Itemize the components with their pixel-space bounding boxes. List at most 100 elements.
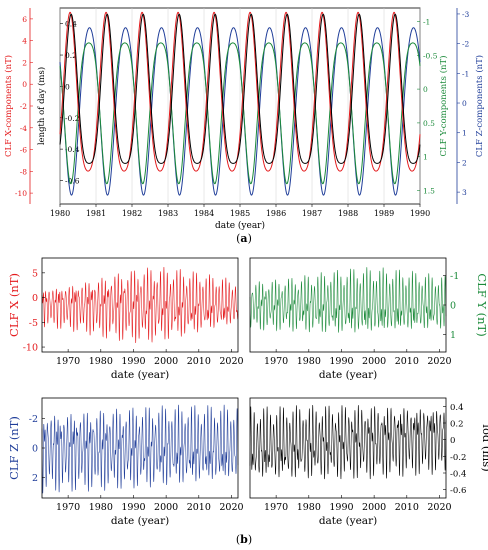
y-tick-label: 0.2 bbox=[450, 420, 464, 430]
plot-frame bbox=[249, 397, 447, 499]
panel-b-z: 1970 1980 1990 2000 2010 2020 date (year) -2 0 2C… bbox=[7, 397, 244, 527]
y-tick-label-z: -3 bbox=[462, 10, 470, 19]
y-tick-label-x: -6 bbox=[20, 146, 28, 155]
y-axis-label: CLF Y (nT) bbox=[475, 273, 488, 336]
y-tick-label: 0 bbox=[450, 436, 455, 446]
series-line-y bbox=[249, 267, 447, 333]
x-tick-label: 1984 bbox=[194, 209, 214, 218]
x-tick-label: 1980 bbox=[297, 502, 321, 513]
x-tick-label: 2020 bbox=[427, 356, 451, 367]
y-tick-label-z: 1 bbox=[462, 129, 467, 138]
y-tick-label: 5 bbox=[32, 268, 38, 279]
y-tick-label-lod: -0.4 bbox=[65, 145, 80, 154]
y-axis-label-z: CLF Z-components (nT) bbox=[474, 55, 485, 157]
x-tick-label: 1981 bbox=[86, 209, 106, 218]
series-line-lod bbox=[249, 404, 447, 480]
x-tick-label: 1985 bbox=[230, 209, 250, 218]
y-axis-label: CLF X (nT) bbox=[7, 273, 21, 337]
x-tick-label: 2010 bbox=[187, 502, 211, 513]
series-line-x bbox=[41, 267, 239, 343]
y-tick-label: -1 bbox=[450, 271, 459, 282]
y-axis-label: CLF Z (nT) bbox=[7, 416, 21, 480]
x-tick-label: 2010 bbox=[395, 356, 419, 367]
x-tick-label: 1980 bbox=[89, 502, 113, 513]
x-tick-label: 2010 bbox=[187, 356, 211, 367]
x-tick-label: 2000 bbox=[154, 356, 178, 367]
series-line-z bbox=[41, 404, 239, 494]
x-axis-label: date (year) bbox=[215, 220, 265, 231]
y-tick-label-z: 3 bbox=[462, 188, 467, 197]
y-tick-label-y: 0 bbox=[423, 85, 428, 94]
x-tick-label: 1983 bbox=[158, 209, 178, 218]
y-tick-label-y: 1 bbox=[423, 153, 428, 162]
x-tick-label: 1970 bbox=[264, 502, 288, 513]
series-line-y bbox=[59, 42, 421, 185]
y-tick-label: 2 bbox=[32, 473, 38, 484]
x-tick-label: 1990 bbox=[329, 356, 353, 367]
y-tick-label-z: 0 bbox=[462, 99, 467, 108]
x-tick-label: 1982 bbox=[122, 209, 142, 218]
y-axis-label-lod: length of day (ms) bbox=[36, 67, 47, 145]
x-tick-label: 1990 bbox=[329, 502, 353, 513]
x-tick-label: 1990 bbox=[410, 209, 430, 218]
y-tick-label: 0 bbox=[32, 293, 38, 304]
x-tick-label: 1970 bbox=[264, 356, 288, 367]
x-axis-label: date (year) bbox=[111, 515, 169, 527]
caption-b: (b) bbox=[235, 533, 253, 546]
x-tick-label: 1970 bbox=[56, 502, 80, 513]
x-tick-label: 2020 bbox=[427, 502, 451, 513]
x-tick-label: 1990 bbox=[121, 502, 145, 513]
x-tick-label: 1988 bbox=[338, 209, 358, 218]
x-axis-label: date (year) bbox=[319, 515, 377, 527]
y-tick-label-z: 2 bbox=[462, 158, 467, 167]
y-tick-label: -10 bbox=[23, 343, 38, 354]
y-tick-label-lod: -0.2 bbox=[65, 114, 80, 123]
y-tick-label-x: -8 bbox=[20, 167, 28, 176]
plot-frame bbox=[41, 257, 239, 353]
y-axis-label-y: CLF Y-components (nT) bbox=[438, 55, 449, 156]
x-tick-label: 1980 bbox=[297, 356, 321, 367]
y-tick-label-x: 0 bbox=[22, 80, 27, 89]
x-tick-label: 1986 bbox=[266, 209, 286, 218]
y-tick-label-z: -2 bbox=[462, 40, 470, 49]
y-tick-label: -0.2 bbox=[450, 453, 466, 463]
y-tick-label-lod: 0.2 bbox=[65, 51, 77, 60]
panel-b-x: 1970 1980 1990 2000 2010 2020 date (year) 5 0 -5 -… bbox=[7, 257, 244, 381]
y-tick-label: -0.4 bbox=[450, 470, 466, 480]
x-tick-label: 2020 bbox=[219, 502, 243, 513]
y-tick-label-y: 1.5 bbox=[423, 186, 435, 195]
x-axis-label: date (year) bbox=[111, 369, 169, 381]
series-line-lod bbox=[59, 13, 421, 164]
panel-b-y: 1970 1980 1990 2000 2010 2020 date (year) -1 0 1 C… bbox=[249, 257, 488, 381]
x-tick-label: 2010 bbox=[395, 502, 419, 513]
x-tick-label: 1970 bbox=[56, 356, 80, 367]
y-tick-label-x: 6 bbox=[22, 15, 27, 24]
series-line-x bbox=[59, 11, 421, 172]
caption-a: (a) bbox=[236, 232, 252, 245]
y-tick-label: 0 bbox=[32, 444, 38, 455]
x-tick-label: 1987 bbox=[302, 209, 322, 218]
y-axis-label: lod (ms) bbox=[480, 424, 488, 471]
y-tick-label: 1 bbox=[450, 330, 456, 341]
panel-a: 1980 1981 1982 1983 1984 1985 1986 1987 1988 1989… bbox=[3, 7, 485, 231]
y-axis-label-x: CLF X-components (nT) bbox=[3, 55, 14, 157]
x-tick-label: 2020 bbox=[219, 356, 243, 367]
y-tick-label-z: -1 bbox=[462, 69, 469, 78]
x-tick-label: 1989 bbox=[374, 209, 394, 218]
y-tick-label-x: 4 bbox=[22, 37, 27, 46]
y-tick-label-x: -4 bbox=[20, 124, 28, 133]
x-tick-label: 1980 bbox=[89, 356, 113, 367]
x-tick-label: 2000 bbox=[154, 502, 178, 513]
x-tick-label: 2000 bbox=[362, 502, 386, 513]
x-tick-label: 1990 bbox=[121, 356, 145, 367]
y-tick-label-y: -0.5 bbox=[423, 51, 438, 60]
y-tick-label: 0 bbox=[450, 301, 456, 312]
x-axis-label: date (year) bbox=[319, 369, 377, 381]
y-tick-label: -5 bbox=[29, 318, 38, 329]
y-tick-label-x: 2 bbox=[22, 58, 27, 67]
y-tick-label-x: -2 bbox=[20, 102, 28, 111]
y-tick-label-lod: 0 bbox=[65, 82, 70, 91]
x-tick-label: 2000 bbox=[362, 356, 386, 367]
y-tick-label: -0.6 bbox=[450, 486, 466, 496]
